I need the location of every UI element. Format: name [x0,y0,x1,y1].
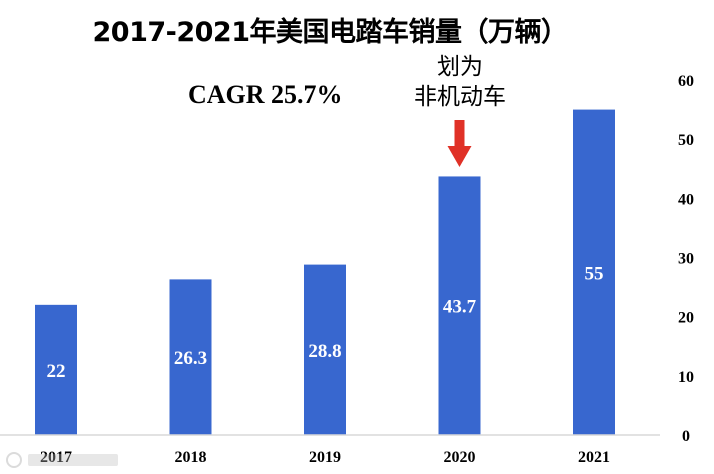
y-tick-10: 10 [678,369,694,386]
bar-2017 [35,304,77,435]
bar-2019 [304,264,346,435]
bar-2021 [573,109,615,435]
category-label-2017: 2017 [40,449,72,466]
policy-note-line-2: 非机动车 [414,84,506,110]
watermark-logo [6,452,118,468]
cagr-annotation: CAGR 25.7% [188,80,343,109]
bars-group [35,109,615,436]
data-labels-group: 22 26.3 28.8 43.7 55 [47,263,604,382]
policy-note-line-1: 划为 [437,54,483,80]
data-label-2018: 26.3 [174,348,207,369]
y-tick-40: 40 [678,191,694,208]
y-tick-60: 60 [678,73,694,90]
y-tick-20: 20 [678,310,694,327]
category-labels-group: 2017 2018 2019 2020 2021 [40,449,610,466]
data-label-2020: 43.7 [443,297,477,318]
category-label-2019: 2019 [309,449,341,466]
bar-2020 [438,176,481,436]
category-label-2020: 2020 [444,449,476,466]
y-axis: 0 10 20 30 40 50 60 [678,73,694,445]
arrow-head [447,146,472,167]
data-label-2021: 55 [585,263,604,284]
chart-title: 2017-2021年美国电踏车销量（万辆） [92,17,569,48]
category-label-2021: 2021 [578,449,610,466]
data-label-2017: 22 [47,361,66,382]
category-label-2018: 2018 [175,449,207,466]
y-tick-50: 50 [678,132,694,149]
policy-note: 划为 非机动车 [398,52,522,112]
bar-2018 [169,279,212,435]
down-arrow-icon [447,120,472,167]
y-tick-30: 30 [678,251,694,268]
data-label-2019: 28.8 [308,341,341,362]
arrow-shaft [454,120,465,148]
y-tick-0: 0 [682,428,690,445]
